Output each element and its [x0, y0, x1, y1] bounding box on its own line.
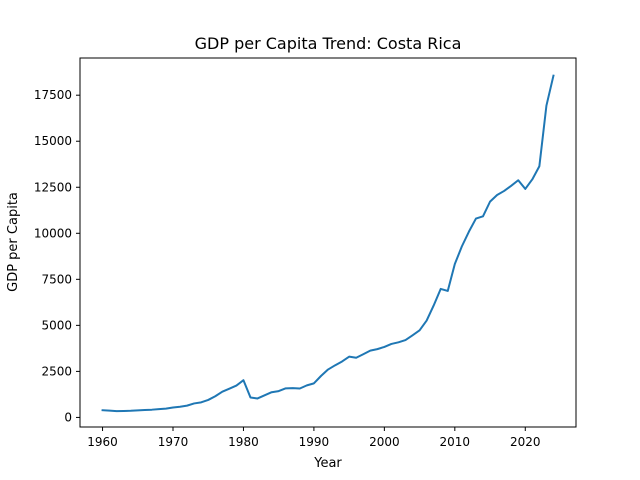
- x-axis-label: Year: [313, 456, 342, 471]
- y-tick-label: 15000: [34, 134, 72, 148]
- chart-title: GDP per Capita Trend: Costa Rica: [195, 34, 462, 53]
- y-tick-label: 7500: [41, 272, 72, 286]
- y-tick-label: 5000: [41, 318, 72, 332]
- x-tick-label: 2000: [369, 435, 400, 449]
- x-tick-label: 2020: [510, 435, 541, 449]
- x-tick-label: 2010: [440, 435, 471, 449]
- y-axis-label: GDP per Capita: [6, 192, 21, 292]
- axes-frame: [79, 57, 577, 428]
- x-tick-label: 1980: [228, 435, 259, 449]
- plot-area: 1960 1970 1980 1990 2000 2010 2020 0 2500 5000 750…: [34, 74, 555, 449]
- y-tick-label: 2500: [41, 364, 72, 378]
- x-tick-label: 1990: [299, 435, 330, 449]
- y-tick-label: 10000: [34, 226, 72, 240]
- x-tick-label: 1960: [87, 435, 118, 449]
- x-tick-label: 1970: [158, 435, 189, 449]
- y-tick-label: 0: [64, 410, 72, 424]
- y-tick-label: 17500: [34, 88, 72, 102]
- y-tick-label: 12500: [34, 180, 72, 194]
- series-line: [101, 74, 555, 413]
